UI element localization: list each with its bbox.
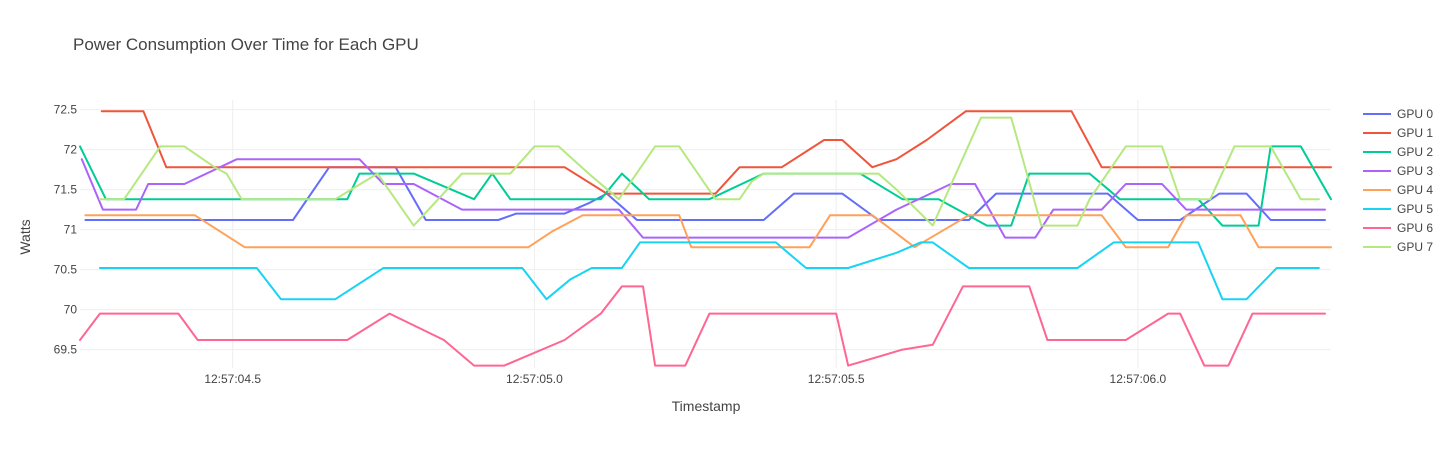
grid-lines — [80, 100, 1331, 368]
chart-title: Power Consumption Over Time for Each GPU — [73, 35, 419, 54]
legend-label: GPU 7 — [1397, 240, 1433, 254]
series-line-gpu-1 — [100, 110, 1332, 195]
series-line-gpu-4 — [84, 214, 1332, 249]
y-tick-label: 71 — [64, 223, 78, 237]
y-tick-label: 72 — [64, 143, 78, 157]
legend-item: GPU 1 — [1363, 126, 1433, 140]
y-tick-label: 69.5 — [54, 343, 78, 357]
y-axis-title: Watts — [17, 219, 33, 254]
legend-label: GPU 1 — [1397, 126, 1433, 140]
legend-item: GPU 2 — [1363, 145, 1433, 159]
y-tick-label: 70.5 — [54, 263, 78, 277]
series-line-gpu-6 — [79, 285, 1326, 367]
legend-label: GPU 6 — [1397, 221, 1433, 235]
x-tick-label: 12:57:06.0 — [1110, 372, 1167, 386]
x-tick-label: 12:57:05.0 — [506, 372, 563, 386]
y-axis-ticks: 69.5 70 70.5 71 71.5 72 72.5 — [54, 103, 78, 357]
legend-label: GPU 0 — [1397, 107, 1433, 121]
y-tick-label: 71.5 — [54, 183, 78, 197]
legend-item: GPU 0 — [1363, 107, 1433, 121]
legend: GPU 0 GPU 1 GPU 2 GPU 3 GPU 4 GPU 5 GPU 6 GPU 7 — [1363, 107, 1433, 254]
series-line-gpu-3 — [80, 158, 1326, 239]
series-lines — [79, 110, 1332, 367]
x-axis-title: Timestamp — [672, 398, 741, 414]
x-tick-label: 12:57:05.5 — [808, 372, 865, 386]
legend-item: GPU 4 — [1363, 183, 1433, 197]
legend-label: GPU 2 — [1397, 145, 1433, 159]
legend-item: GPU 7 — [1363, 240, 1433, 254]
legend-label: GPU 3 — [1397, 164, 1433, 178]
series-line-gpu-5 — [98, 241, 1320, 301]
legend-item: GPU 3 — [1363, 164, 1433, 178]
legend-label: GPU 5 — [1397, 202, 1433, 216]
x-axis-ticks: 12:57:04.5 12:57:05.0 12:57:05.5 12:57:06.0 — [204, 372, 1166, 386]
y-tick-label: 70 — [64, 303, 78, 317]
series-line-gpu-7 — [98, 116, 1320, 227]
legend-label: GPU 4 — [1397, 183, 1433, 197]
y-tick-label: 72.5 — [54, 103, 78, 117]
legend-item: GPU 5 — [1363, 202, 1433, 216]
legend-item: GPU 6 — [1363, 221, 1433, 235]
x-tick-label: 12:57:04.5 — [204, 372, 261, 386]
